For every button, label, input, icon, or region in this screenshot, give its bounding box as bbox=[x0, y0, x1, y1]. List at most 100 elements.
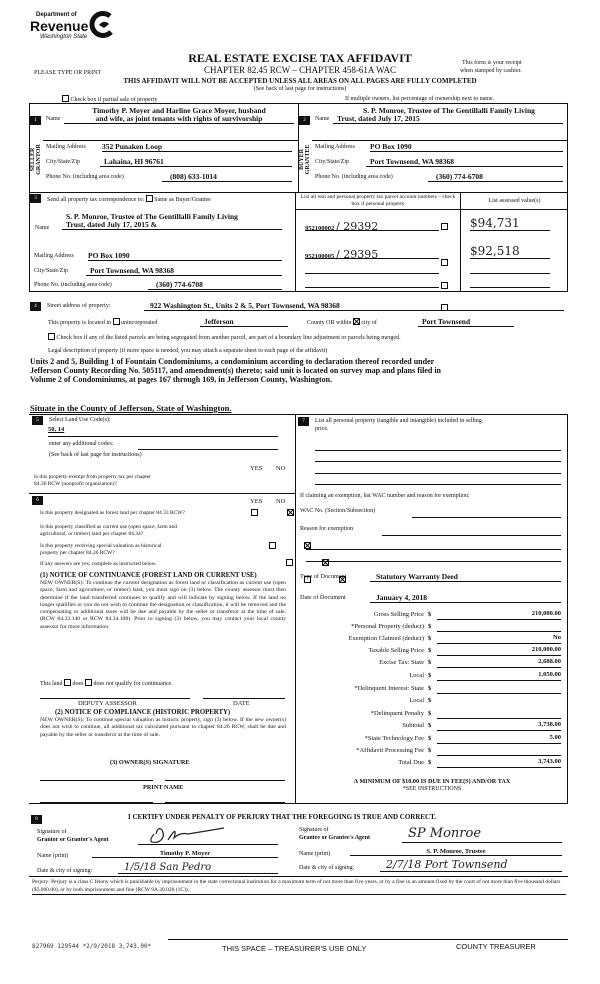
correspondence-name-line2[interactable]: Trust, dated July 17, 2015 & bbox=[62, 220, 282, 230]
does-checkbox[interactable] bbox=[64, 679, 71, 686]
fee-value-field[interactable] bbox=[437, 684, 561, 694]
fee-value-field[interactable]: 5.00 bbox=[437, 734, 561, 744]
within-city-checkbox[interactable] bbox=[352, 318, 360, 325]
buyer-name-line2[interactable]: Trust, dated July 17, 2015 bbox=[333, 114, 563, 124]
fee-value-field[interactable] bbox=[437, 709, 561, 719]
reason-line[interactable] bbox=[306, 549, 561, 550]
seller-phone-field[interactable]: (808) 633-1014 bbox=[162, 172, 292, 182]
fee-value-field[interactable]: 3,738.00 bbox=[437, 721, 561, 731]
dollar-sign: $ bbox=[428, 747, 432, 754]
assessed-value-field[interactable]: $94,731 bbox=[470, 216, 550, 231]
partial-sale-checkbox[interactable]: Check box if partial sale of property bbox=[62, 95, 157, 103]
document-date-field[interactable]: January 4, 2018 bbox=[370, 593, 561, 603]
parcel-field[interactable]: 952100002 / 29392 bbox=[305, 220, 439, 233]
fee-value-field[interactable] bbox=[437, 746, 561, 756]
current-use-no-checkbox[interactable] bbox=[321, 559, 329, 566]
grantor-date-city-field[interactable]: 1/5/18 San Pedro bbox=[118, 862, 278, 874]
seller-city-field[interactable]: Lahaina, HI 96761 bbox=[100, 157, 292, 167]
assessed-value-field[interactable] bbox=[470, 264, 550, 274]
deputy-assessor-signature-line[interactable] bbox=[40, 698, 190, 699]
wac-field[interactable] bbox=[412, 517, 561, 518]
buyer-mailing-field[interactable]: PO Box 1090 bbox=[370, 142, 563, 152]
does-not-checkbox[interactable] bbox=[85, 679, 92, 686]
personal-property-checkbox[interactable] bbox=[441, 259, 448, 266]
buyer-city-field[interactable]: Port Townsend, WA 98368 bbox=[366, 157, 563, 167]
print-name-line[interactable] bbox=[40, 802, 153, 803]
section-number: 6 bbox=[32, 496, 43, 505]
grantee-name-field[interactable]: S. P. Monroe, Trustee bbox=[350, 848, 562, 856]
additional-codes-field[interactable] bbox=[138, 449, 278, 450]
print-name-line[interactable] bbox=[165, 802, 285, 803]
date-line[interactable] bbox=[203, 698, 285, 699]
fee-value-field[interactable]: No bbox=[437, 634, 561, 644]
fee-value-field[interactable]: 210,000.00 bbox=[437, 610, 561, 620]
parcel-field[interactable]: 952100005 / 29395 bbox=[305, 248, 439, 261]
grantor-name-field[interactable]: Timothy P. Moyer bbox=[92, 850, 278, 858]
current-use-yes-checkbox[interactable] bbox=[286, 559, 293, 566]
parcel-field[interactable] bbox=[305, 264, 439, 274]
document-type-field[interactable]: Statutory Warranty Deed bbox=[370, 572, 561, 582]
personal-property-line[interactable] bbox=[315, 473, 561, 474]
personal-property-line[interactable] bbox=[315, 461, 561, 462]
historical-no-checkbox[interactable] bbox=[339, 576, 347, 583]
correspondence-mailing-field[interactable]: PO Box 1090 bbox=[88, 251, 282, 261]
owner-signature-line[interactable] bbox=[165, 780, 285, 781]
forest-yes-checkbox[interactable] bbox=[268, 542, 276, 549]
city-field[interactable]: Port Townsend bbox=[418, 317, 514, 327]
exempt-yes-checkbox[interactable] bbox=[251, 509, 258, 516]
correspondence-phone-field[interactable]: (360) 774-6708 bbox=[148, 280, 282, 290]
buyer-name-line1[interactable]: S. P. Monroe, Trustee of The Gentillalli… bbox=[363, 106, 535, 115]
exempt-question: 84.36 RCW (nonprofit organization)? bbox=[34, 481, 117, 487]
fee-value-field[interactable] bbox=[437, 696, 561, 706]
seller-mailing-field[interactable]: 352 Punaken Loop bbox=[102, 142, 292, 152]
city-label: City/State/Zip bbox=[315, 159, 349, 165]
assessed-value-field[interactable]: $92,518 bbox=[470, 244, 550, 259]
correspondence-city-field[interactable]: Port Townsend, WA 98368 bbox=[86, 266, 282, 276]
forest-no-checkbox[interactable] bbox=[304, 542, 312, 549]
personal-property-line[interactable] bbox=[315, 484, 561, 485]
fee-value-field[interactable] bbox=[437, 622, 561, 632]
county-field[interactable]: Jefferson bbox=[200, 317, 288, 327]
checkbox[interactable] bbox=[62, 95, 69, 102]
personal-property-line[interactable] bbox=[315, 450, 561, 451]
owner-signature-line[interactable] bbox=[40, 780, 153, 781]
legal-description-line[interactable]: Volume 2 of Condominiums, at pages 167 t… bbox=[30, 375, 333, 384]
city-label: City/State/Zip bbox=[46, 159, 80, 165]
exempt-no-checkbox[interactable] bbox=[286, 509, 294, 516]
fee-value-field[interactable]: 210,000.00 bbox=[437, 646, 561, 656]
seller-name-line1[interactable]: Timothy P. Moyer and Harline Grace Moyer… bbox=[92, 106, 266, 115]
name-label: Name bbox=[35, 225, 50, 231]
fee-value-field[interactable]: 2,688.00 bbox=[437, 658, 561, 668]
dollar-sign: $ bbox=[428, 685, 432, 692]
fee-value-field[interactable]: 3,743.00 bbox=[437, 758, 561, 768]
historical-yes-checkbox[interactable] bbox=[303, 576, 311, 583]
personal-property-checkbox[interactable] bbox=[441, 223, 448, 230]
segregated-checkbox[interactable] bbox=[48, 333, 55, 340]
land-use-codes-field[interactable]: 50, 14 bbox=[48, 426, 65, 433]
legal-description-line[interactable]: Units 2 and 5, Building 1 of Fountain Co… bbox=[30, 357, 435, 366]
reason-line[interactable] bbox=[306, 561, 561, 562]
buyer-phone-field[interactable]: (360) 774-6708 bbox=[428, 172, 563, 182]
same-as-buyer-checkbox[interactable] bbox=[145, 195, 153, 202]
assessed-value-field[interactable] bbox=[470, 278, 550, 288]
fee-label: Exemption Claimed (deduct) bbox=[348, 635, 424, 642]
buyer-side-label: BUYER GRANTEE bbox=[299, 144, 311, 175]
seller-name-line2[interactable]: and wife, as joint tenants with rights o… bbox=[64, 114, 294, 124]
correspondence-name-line1[interactable]: S. P. Monroe, Trustee of The Gentillalli… bbox=[66, 212, 238, 221]
reason-field[interactable] bbox=[382, 535, 561, 536]
legal-description-line[interactable]: Jefferson County Recording No. 505117, a… bbox=[30, 366, 441, 375]
parcel-field[interactable] bbox=[305, 278, 439, 288]
fee-value-field[interactable]: 1,050.00 bbox=[437, 671, 561, 681]
if-yes-note: If any answers are yes, complete as inst… bbox=[40, 561, 157, 567]
unincorporated-checkbox[interactable] bbox=[112, 318, 120, 325]
grantee-date-city-field[interactable]: 2/7/18 Port Townsend bbox=[380, 858, 562, 872]
row-divider bbox=[312, 140, 567, 141]
street-address-field[interactable]: 922 Washington St., Units 2 & 5, Port To… bbox=[144, 301, 564, 311]
personal-property-checkbox[interactable] bbox=[441, 282, 448, 289]
grantee-signature-label: Grantee or Grantee's Agent bbox=[299, 835, 371, 841]
notice-compliance-title: (2) NOTICE OF COMPLIANCE (HISTORIC PROPE… bbox=[55, 709, 231, 716]
grantee-signature-field[interactable]: SP Monroe bbox=[402, 826, 562, 843]
grantor-signature-field[interactable] bbox=[138, 826, 278, 845]
within-city-label: County OR within city of bbox=[307, 318, 377, 326]
grantor-signature-label: Signature of bbox=[37, 829, 67, 835]
